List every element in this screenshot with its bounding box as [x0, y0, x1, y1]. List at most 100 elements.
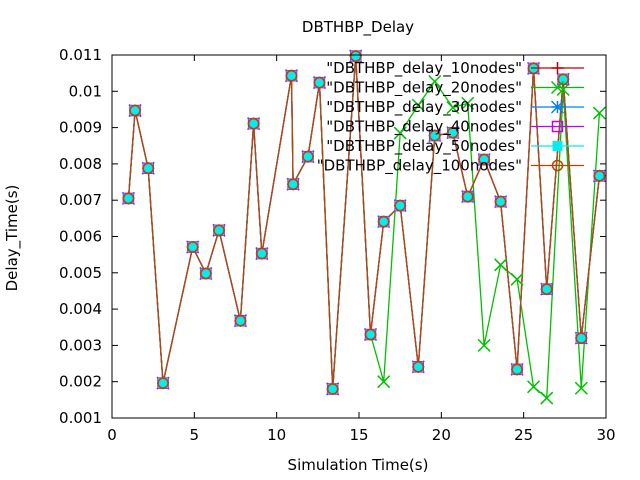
legend-marker [550, 100, 565, 114]
y-axis-label: Delay_Time(s) [3, 185, 22, 292]
data-point [349, 50, 362, 62]
data-point [446, 101, 460, 115]
legend: "DBTHBP_delay_10nodes""DBTHBP_delay_20no… [317, 59, 584, 176]
series-markers [121, 49, 606, 405]
y-tick-label: 0.001 [59, 409, 102, 427]
y-tick-label: 0.011 [59, 46, 102, 64]
data-point [122, 192, 135, 205]
y-tick-label: 0.01 [69, 82, 102, 100]
data-point [248, 118, 259, 129]
data-point [186, 241, 199, 253]
data-point [200, 268, 211, 279]
data-point [129, 104, 141, 117]
legend-label: "DBTHBP_delay_10nodes" [326, 59, 522, 78]
data-point [461, 96, 475, 110]
x-axis-label: Simulation Time(s) [288, 456, 429, 474]
data-point [540, 283, 553, 295]
data-point [302, 150, 314, 163]
legend-label: "DBTHBP_delay_20nodes" [326, 79, 522, 98]
legend-label: "DBTHBP_delay_40nodes" [326, 118, 522, 137]
x-tick-label: 30 [596, 426, 615, 444]
data-point [327, 383, 338, 394]
data-point [510, 272, 524, 286]
y-tick-label: 0.003 [59, 336, 102, 354]
data-point [234, 314, 247, 327]
data-point [247, 117, 260, 130]
y-tick-label: 0.007 [59, 191, 102, 209]
legend-marker [551, 62, 564, 74]
data-point [512, 364, 523, 375]
legend-label: "DBTHBP_delay_50nodes" [326, 137, 522, 156]
data-point [495, 196, 506, 207]
data-point [558, 74, 569, 85]
data-point [412, 361, 425, 373]
data-point [557, 73, 569, 86]
data-point [576, 333, 587, 344]
data-point [314, 77, 325, 88]
data-point [541, 284, 552, 295]
data-point [511, 363, 523, 376]
data-point [378, 216, 389, 227]
data-point [575, 332, 588, 344]
legend-marker [550, 80, 565, 95]
data-point [350, 51, 361, 62]
data-point [478, 153, 490, 166]
data-point [413, 361, 424, 372]
data-point [395, 200, 406, 211]
data-point [286, 70, 297, 81]
data-point [479, 154, 490, 165]
data-point [287, 178, 299, 190]
series-markers-6 [122, 50, 606, 395]
data-point [256, 248, 267, 259]
data-point [123, 193, 134, 204]
data-point [428, 74, 442, 89]
data-point [428, 129, 441, 142]
legend-label: "DBTHBP_delay_100nodes" [317, 157, 522, 176]
data-point [429, 130, 440, 141]
x-tick-label: 15 [349, 426, 368, 444]
data-point [158, 378, 169, 389]
legend-label: "DBTHBP_delay_30nodes" [326, 98, 522, 117]
data-point [365, 329, 376, 340]
axis-ticks: 0.001 0.002 0.003 0.004 0.005 0.006 0.007 0.008… [59, 46, 616, 444]
data-point [157, 377, 169, 389]
data-point [393, 126, 407, 140]
y-tick-label: 0.005 [59, 264, 102, 282]
data-point [447, 126, 459, 139]
data-point [213, 224, 225, 237]
data-point [214, 225, 225, 236]
data-point [130, 105, 141, 116]
data-point [364, 328, 377, 341]
legend-marker [551, 159, 564, 172]
y-tick-label: 0.002 [59, 373, 102, 391]
data-point [235, 315, 246, 326]
data-point [494, 258, 508, 272]
data-point [462, 191, 473, 202]
data-point [527, 380, 541, 394]
series-markers-5 [123, 51, 605, 394]
data-point [377, 375, 391, 389]
legend-marker [551, 120, 564, 133]
data-point [411, 98, 425, 112]
data-point [285, 69, 298, 82]
data-point [592, 106, 606, 120]
y-tick-label: 0.006 [59, 228, 102, 246]
x-tick-label: 20 [432, 426, 451, 444]
legend-marker [552, 141, 563, 151]
y-tick-label: 0.009 [59, 119, 102, 137]
y-tick-label: 0.008 [59, 155, 102, 173]
data-point [313, 76, 326, 89]
data-point [302, 151, 313, 162]
data-point [288, 179, 299, 190]
data-point [394, 199, 406, 212]
x-tick-label: 10 [267, 426, 286, 444]
data-point [477, 338, 491, 352]
data-point [593, 170, 606, 182]
data-point [461, 190, 474, 203]
data-point [143, 163, 154, 174]
data-point [594, 170, 605, 181]
data-point [200, 267, 212, 280]
x-tick-label: 0 [107, 426, 117, 444]
data-point [574, 381, 588, 395]
